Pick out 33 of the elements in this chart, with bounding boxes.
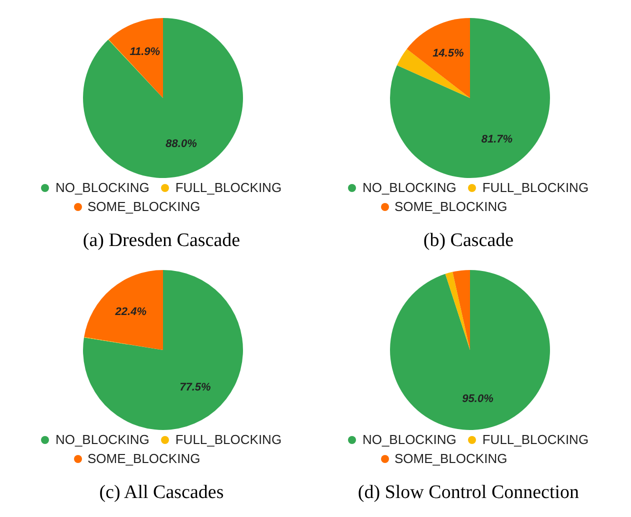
pie-slice xyxy=(445,272,470,350)
pie-slice xyxy=(84,270,163,350)
pie-slice xyxy=(406,18,470,98)
data-label: 95.0% xyxy=(462,392,494,405)
text: (a) Dresden Cascade xyxy=(82,230,242,252)
legend-label: NO_BLOCKING xyxy=(361,180,456,195)
text: (b) Cascade xyxy=(422,230,515,252)
pie-slice xyxy=(390,270,550,430)
legend-label: SOME_BLOCKING xyxy=(86,451,202,466)
data-label: 22.4% xyxy=(114,306,147,318)
pie-slice xyxy=(452,270,470,350)
legend-label: SOME_BLOCKING xyxy=(394,451,508,466)
legend-label: SOME_BLOCKING xyxy=(394,199,508,214)
pie-slice xyxy=(390,18,550,178)
text: (c) All Cascades xyxy=(98,482,225,504)
pie-slice xyxy=(108,18,163,98)
legend-label: SOME_BLOCKING xyxy=(86,199,202,214)
data-label: 14.5% xyxy=(432,47,464,60)
legend-label: FULL_BLOCKING xyxy=(481,432,589,447)
text: (d) Slow Control Connection xyxy=(356,482,580,504)
legend-label: FULL_BLOCKING xyxy=(174,432,282,447)
legend-label: FULL_BLOCKING xyxy=(481,180,589,195)
data-label: 81.7% xyxy=(481,134,513,146)
data-label: 88.0% xyxy=(166,138,198,150)
legend-label: NO_BLOCKING xyxy=(361,432,456,447)
data-label: 11.9% xyxy=(130,46,160,58)
pie-slice xyxy=(83,18,243,178)
legend-label: FULL_BLOCKING xyxy=(174,180,282,195)
pie-slice xyxy=(396,48,470,98)
legend-label: NO_BLOCKING xyxy=(54,432,150,447)
data-label: 77.5% xyxy=(180,382,212,394)
legend-label: NO_BLOCKING xyxy=(54,180,150,195)
pie-slice xyxy=(83,270,243,430)
